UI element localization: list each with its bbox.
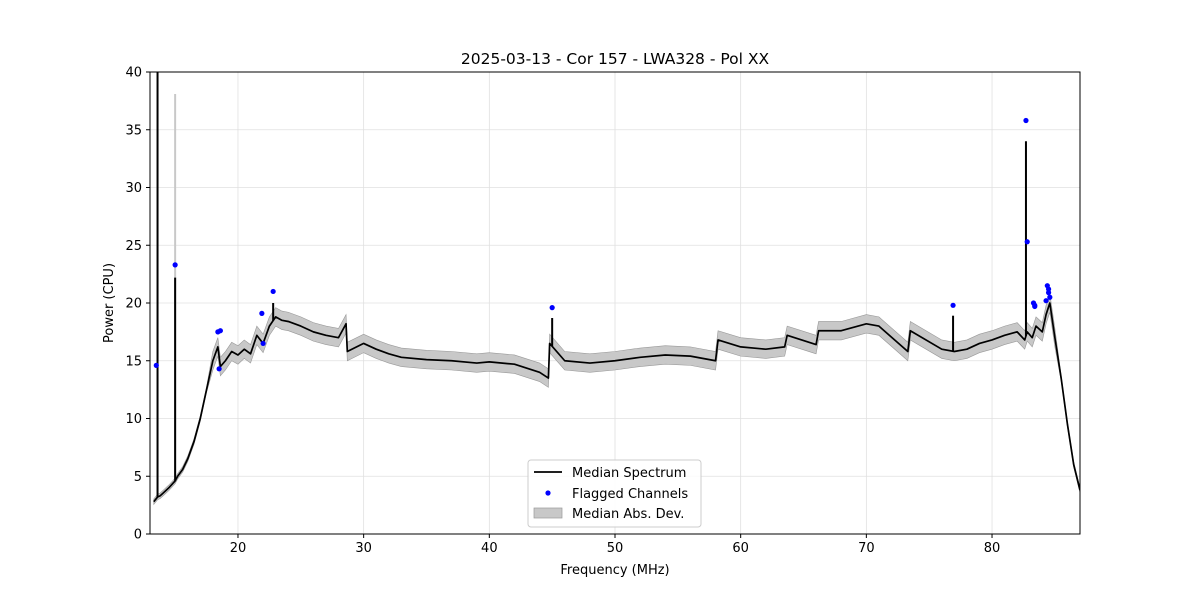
axis-ticks: 20 30 40 50 60 70 80 0 5 10 15 20 25 30 35 40 bbox=[125, 66, 1000, 557]
flagged-channel-point bbox=[153, 362, 159, 368]
flagged-channel-point bbox=[172, 262, 178, 268]
legend-flagged-swatch bbox=[545, 490, 551, 496]
flagged-channel-point bbox=[1043, 298, 1049, 304]
x-tick-label: 50 bbox=[607, 541, 624, 556]
x-tick-label: 60 bbox=[732, 541, 749, 556]
median-spectrum-line bbox=[153, 302, 1080, 503]
legend-box bbox=[527, 459, 702, 528]
y-tick-label: 35 bbox=[125, 123, 142, 138]
legend-median-spectrum: Median Spectrum bbox=[572, 466, 686, 481]
flagged-channel-point bbox=[1032, 303, 1038, 310]
y-tick-label: 0 bbox=[134, 528, 142, 543]
plot-area bbox=[153, 72, 1080, 506]
x-tick-label: 40 bbox=[481, 541, 498, 556]
flagged-channel-point bbox=[216, 366, 222, 372]
x-tick-label: 70 bbox=[858, 541, 875, 556]
legend-band-swatch bbox=[533, 507, 563, 519]
y-tick-label: 25 bbox=[125, 239, 142, 254]
flagged-channel-point bbox=[1023, 117, 1029, 124]
legend-median-abs-dev: Median Abs. Dev. bbox=[572, 507, 684, 522]
flagged-channel-point bbox=[1024, 239, 1030, 245]
x-tick-label: 30 bbox=[355, 541, 372, 556]
x-axis-label: Frequency (MHz) bbox=[560, 563, 669, 578]
chart-title: 2025-03-13 - Cor 157 - LWA328 - Pol XX bbox=[461, 50, 770, 68]
legend-flagged-channels: Flagged Channels bbox=[572, 487, 688, 502]
legend: Median Spectrum Flagged Channels Median … bbox=[527, 459, 702, 528]
flagged-channel-point bbox=[950, 302, 956, 308]
flagged-channel-point bbox=[270, 288, 276, 295]
y-tick-label: 15 bbox=[125, 354, 142, 369]
flagged-channel-point bbox=[1045, 290, 1052, 296]
y-tick-label: 30 bbox=[125, 181, 142, 196]
y-tick-label: 40 bbox=[125, 66, 142, 81]
mad-band bbox=[153, 293, 1080, 506]
x-tick-label: 80 bbox=[984, 541, 1001, 556]
plot-clipped-group bbox=[153, 72, 1080, 506]
x-tick-label: 20 bbox=[230, 541, 247, 556]
flagged-channel-point bbox=[260, 340, 266, 347]
y-tick-label: 10 bbox=[125, 412, 142, 427]
flagged-channel-point bbox=[217, 328, 223, 334]
y-tick-label: 20 bbox=[125, 297, 142, 312]
flagged-channel-point bbox=[549, 305, 555, 311]
y-tick-label: 5 bbox=[134, 470, 142, 485]
flagged-channel-point bbox=[1047, 294, 1053, 300]
flagged-channel-point bbox=[259, 310, 265, 316]
y-axis-label: Power (CPU) bbox=[102, 263, 117, 343]
